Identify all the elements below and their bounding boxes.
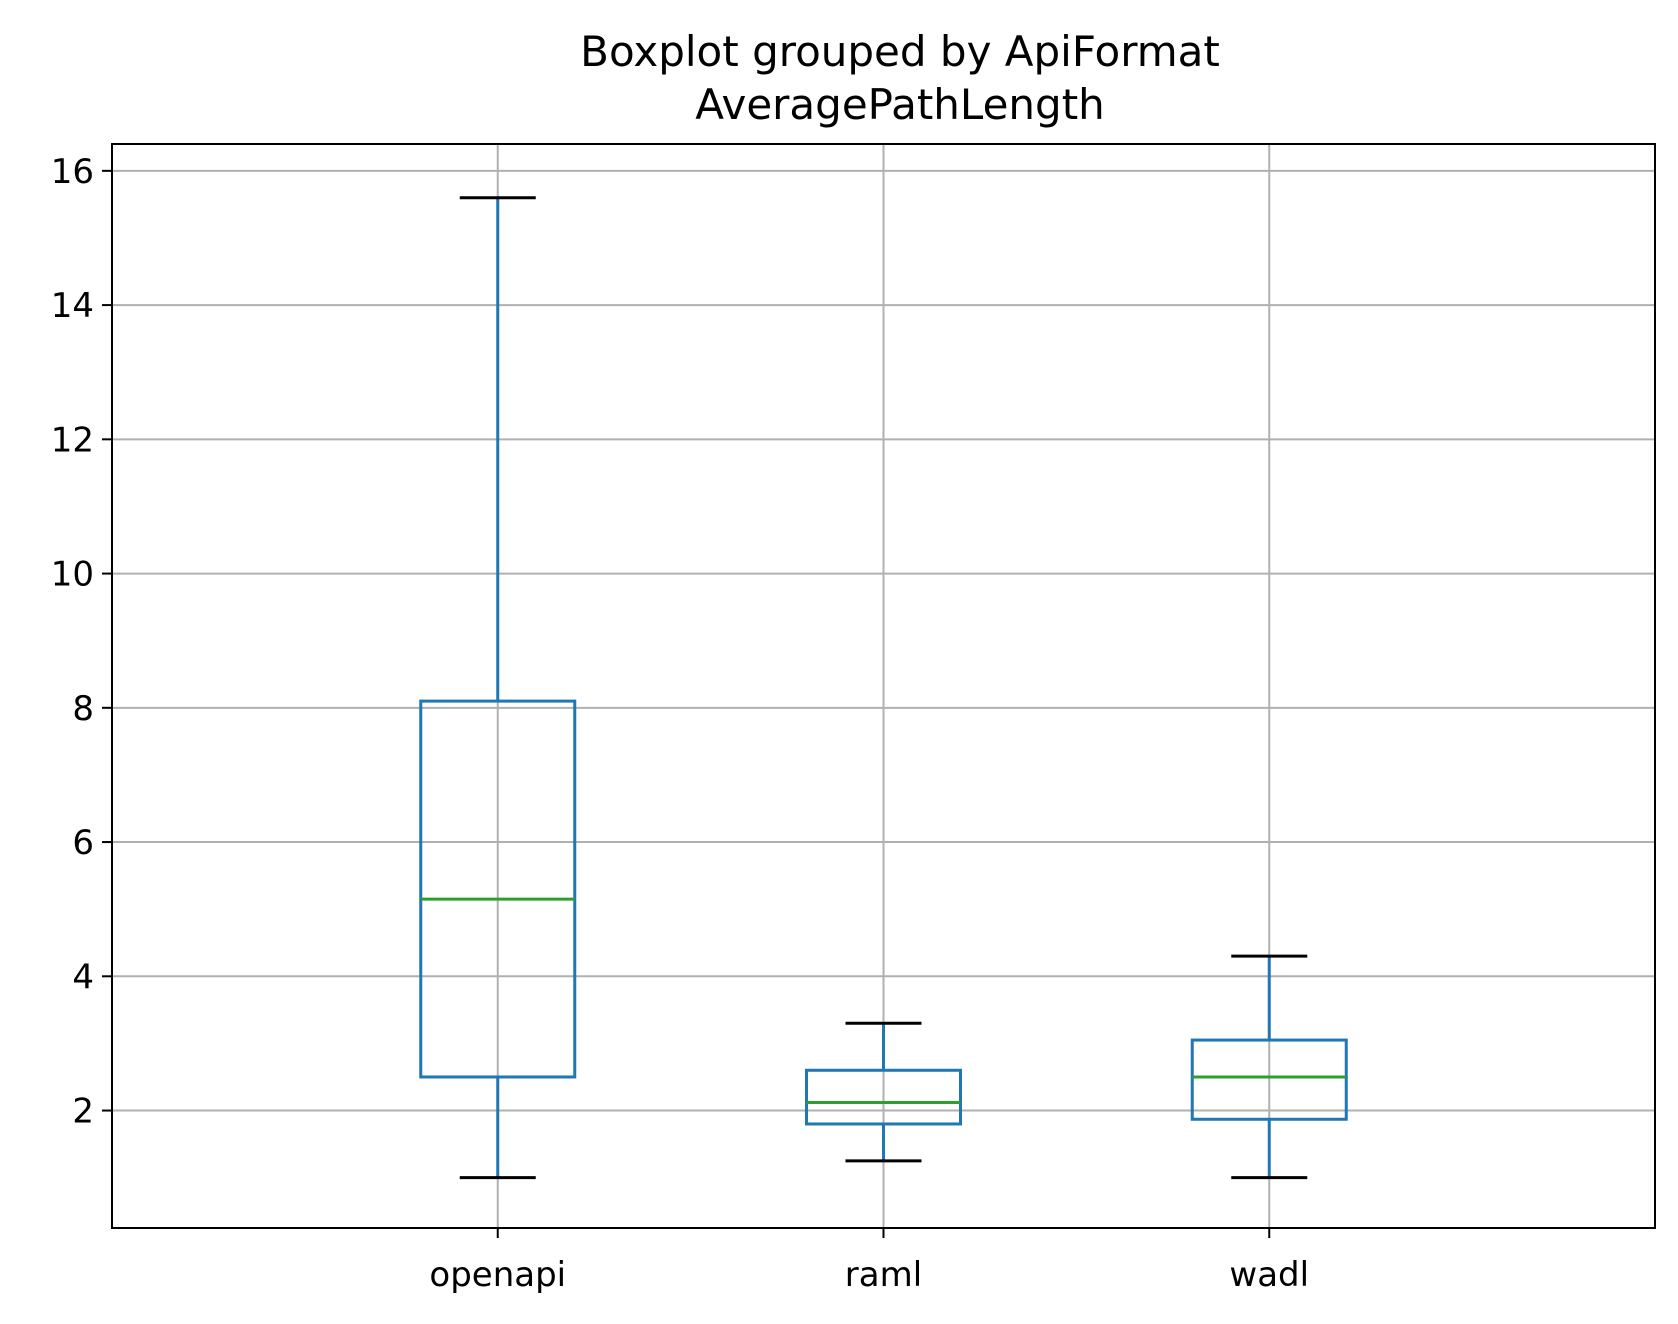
y-tick-label: 2 [72, 1092, 94, 1132]
iqr-box [805, 1068, 962, 1126]
y-tick-label: 4 [72, 957, 94, 997]
box-raml [805, 1021, 962, 1163]
y-tick-label: 6 [72, 823, 94, 863]
x-tick-label: raml [845, 1255, 922, 1295]
y-tick-label: 12 [51, 420, 94, 460]
chart-subtitle: AveragePathLength [695, 80, 1105, 129]
boxes [419, 196, 1348, 1180]
y-tick-label: 8 [72, 689, 94, 729]
x-tick-label: openapi [429, 1255, 566, 1295]
chart-title: Boxplot grouped by ApiFormat [580, 27, 1220, 76]
iqr-box [1190, 1038, 1348, 1121]
box-wadl [1190, 954, 1348, 1180]
iqr-box [419, 699, 577, 1079]
x-tick-label: wadl [1229, 1255, 1309, 1295]
axes: 2 4 6 8 10 12 14 16 openapi raml wadl [51, 152, 1309, 1295]
y-tick-label: 10 [51, 555, 94, 595]
y-tick-label: 14 [51, 286, 94, 326]
box-openapi [419, 196, 577, 1180]
y-tick-label: 16 [51, 152, 94, 192]
